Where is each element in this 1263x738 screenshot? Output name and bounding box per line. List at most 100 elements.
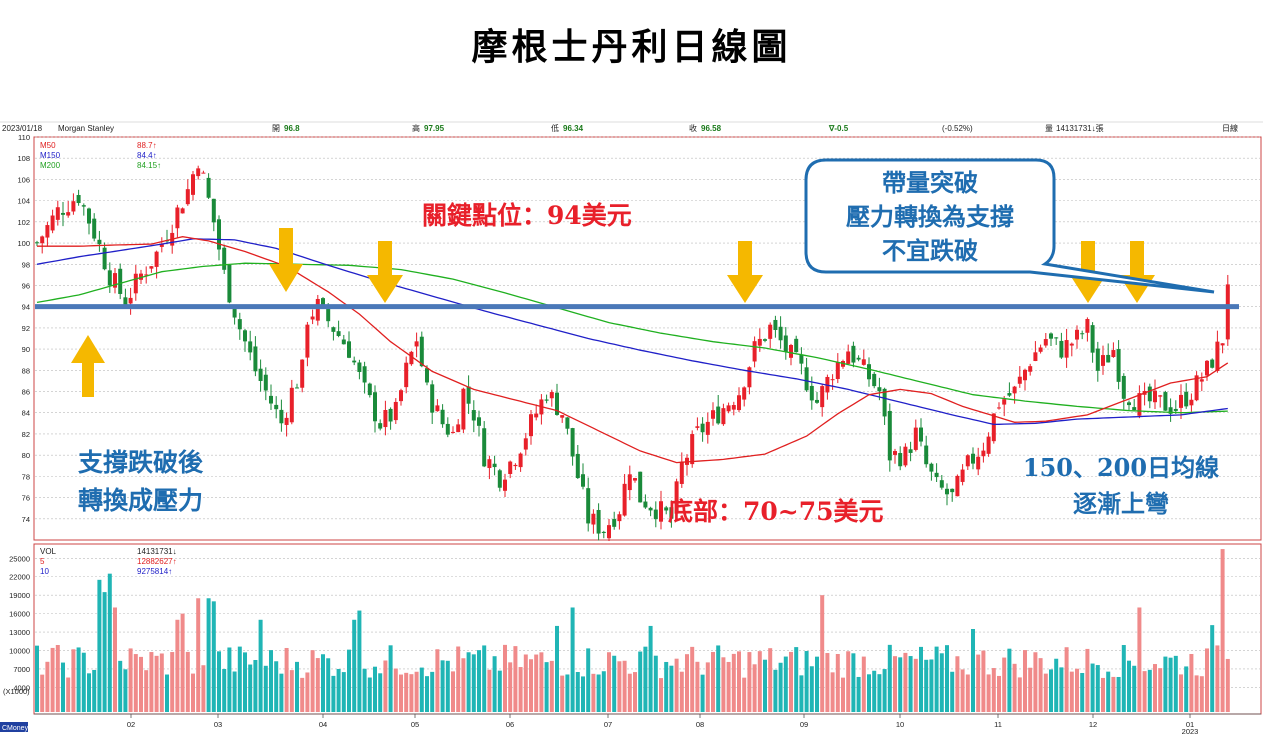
candle-body <box>815 399 819 403</box>
candle-body <box>596 509 601 534</box>
volume-bar <box>731 653 736 712</box>
volume-bar <box>960 669 965 712</box>
price-tick-label: 102 <box>17 218 30 227</box>
vol-legend-value: 14131731↓ <box>137 547 177 556</box>
volume-bar <box>1132 665 1137 712</box>
price-tick-label: 74 <box>22 515 30 524</box>
volume-bar <box>1090 663 1095 712</box>
candle-body <box>950 488 955 493</box>
volume-bar <box>685 654 689 712</box>
volume-bar <box>144 670 149 712</box>
candle-body <box>477 417 481 426</box>
volume-bar <box>243 652 247 712</box>
ma-annotation-line1: 150、200日均線 <box>1023 453 1219 482</box>
volume-bar <box>414 671 419 712</box>
volume-bar <box>341 672 346 712</box>
candle-body <box>435 405 440 412</box>
candle-body <box>414 341 419 347</box>
volume-bar <box>815 656 819 712</box>
volume-bar <box>690 646 695 712</box>
volume-bar <box>315 658 320 712</box>
volume-bar <box>1220 549 1225 712</box>
candle-body <box>321 298 325 305</box>
candle-body <box>1225 284 1230 340</box>
header-high-label: 高 <box>412 123 420 133</box>
candle-body <box>1163 392 1168 411</box>
volume-bar <box>825 653 830 712</box>
volume-bar <box>570 607 575 712</box>
candle-body <box>1137 393 1142 416</box>
candle-body <box>149 266 154 269</box>
cmoney-logo-text: CMoney <box>2 725 29 732</box>
candle-body <box>347 341 351 358</box>
volume-bar <box>607 652 611 712</box>
price-tick-label: 80 <box>22 451 30 460</box>
candle-body <box>305 324 310 358</box>
volume-bar <box>638 651 643 712</box>
candle-body <box>945 488 949 495</box>
candle-body <box>248 341 253 353</box>
candle-body <box>1132 407 1137 410</box>
candle-body <box>201 172 206 174</box>
volume-bar <box>185 651 190 712</box>
candle-body <box>1179 394 1183 408</box>
candle-body <box>123 297 128 307</box>
candle-body <box>711 410 715 419</box>
candle-body <box>40 236 45 244</box>
volume-bar <box>1085 648 1090 712</box>
candle-body <box>518 453 523 468</box>
candle-body <box>1189 399 1194 406</box>
header-low-label: 低 <box>551 123 559 133</box>
volume-bar <box>269 650 273 712</box>
candle-body <box>893 451 897 455</box>
candle-body <box>1012 386 1017 394</box>
volume-bar <box>118 660 123 712</box>
volume-bar <box>809 666 814 712</box>
candle-body <box>159 244 164 247</box>
month-label: 07 <box>604 720 612 729</box>
candle-body <box>851 345 856 363</box>
volume-bar <box>50 647 55 712</box>
volume-bar <box>263 665 268 712</box>
ma50-line <box>37 236 1229 464</box>
candle-body <box>820 386 825 408</box>
candle-body <box>1054 337 1059 339</box>
candle-body <box>627 474 632 491</box>
volume-bar <box>139 656 143 712</box>
volume-bar <box>274 661 279 712</box>
volume-bar <box>794 647 799 712</box>
volume-bar <box>159 653 164 712</box>
candle-body <box>76 195 81 204</box>
header-open-label: 開 <box>272 124 280 133</box>
volume-bar <box>425 676 429 712</box>
callout-line3: 不宜跌破 <box>882 236 978 265</box>
volume-bar <box>113 607 117 712</box>
candle-body <box>211 198 216 223</box>
volume-bar <box>534 654 539 712</box>
volume-bar <box>830 672 835 712</box>
volume-bar <box>778 662 783 712</box>
candle-body <box>503 479 507 491</box>
volume-bar <box>523 654 528 712</box>
candle-body <box>399 390 403 402</box>
candle-body <box>653 509 658 520</box>
candle-body <box>1153 390 1157 403</box>
candle-body <box>560 415 565 418</box>
volume-bar <box>783 656 788 712</box>
candle-body <box>1075 329 1079 340</box>
candle-body <box>362 366 367 383</box>
volume-bar <box>835 654 840 712</box>
header-change-pct: (-0.52%) <box>942 124 973 133</box>
candle-body <box>1069 343 1074 346</box>
candle-body <box>679 461 684 484</box>
volume-bar <box>336 668 341 712</box>
volume-tick-label: 7000 <box>13 665 30 674</box>
volume-bar <box>617 661 622 712</box>
vol-legend-label: VOL <box>40 547 57 556</box>
candle-body <box>1173 408 1178 411</box>
volume-bar <box>991 668 996 712</box>
candle-body <box>721 408 726 425</box>
volume-bar <box>1163 656 1168 712</box>
volume-bar <box>1111 676 1116 712</box>
header-period: 日線 <box>1222 123 1238 133</box>
